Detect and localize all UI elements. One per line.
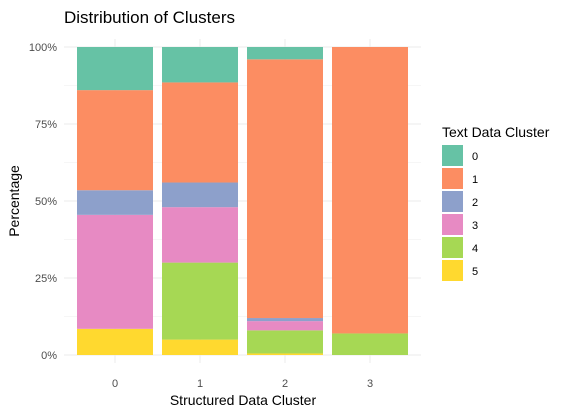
legend-label-1: 1 xyxy=(472,174,478,186)
legend-label-5: 5 xyxy=(472,266,478,278)
y-axis-ticks: 0% 25% 50% 75% 100% xyxy=(29,42,57,362)
legend-label-3: 3 xyxy=(472,220,478,232)
bar-segment-cat0-cluster3 xyxy=(77,214,153,329)
bar-segment-cat0-cluster0 xyxy=(77,47,153,91)
legend-swatch-4 xyxy=(442,237,463,258)
legend-label-2: 2 xyxy=(472,197,478,209)
bar-segment-cat0-cluster2 xyxy=(77,190,153,215)
legend-swatch-2 xyxy=(442,191,463,212)
y-tick-label: 0% xyxy=(41,350,57,362)
x-tick-label: 1 xyxy=(197,378,203,390)
x-axis-title: Structured Data Cluster xyxy=(170,392,317,408)
bar-segment-cat2-cluster0 xyxy=(247,47,323,60)
y-axis-title: Percentage xyxy=(6,165,22,237)
y-tick-label: 25% xyxy=(35,273,57,285)
y-tick-label: 100% xyxy=(29,42,57,54)
x-axis-ticks: 0 1 2 3 xyxy=(112,378,373,390)
bar-segment-cat0-cluster1 xyxy=(77,90,153,191)
legend: Text Data Cluster 0 1 2 3 4 5 xyxy=(442,124,550,281)
bar-segment-cat1-cluster3 xyxy=(162,207,238,263)
x-tick-label: 2 xyxy=(282,378,288,390)
legend-swatch-3 xyxy=(442,214,463,235)
x-tick-label: 3 xyxy=(367,378,373,390)
legend-title: Text Data Cluster xyxy=(442,124,550,140)
legend-swatch-1 xyxy=(442,168,463,189)
legend-label-0: 0 xyxy=(472,151,478,163)
bar-segment-cat2-cluster1 xyxy=(247,59,323,319)
bar-segment-cat2-cluster4 xyxy=(247,330,323,354)
bar-segment-cat1-cluster0 xyxy=(162,47,238,83)
chart-title: Distribution of Clusters xyxy=(64,8,235,27)
bar-segment-cat3-cluster1 xyxy=(332,47,408,334)
legend-label-4: 4 xyxy=(472,243,478,255)
bar-segment-cat1-cluster2 xyxy=(162,182,238,208)
legend-swatch-0 xyxy=(442,145,463,166)
y-tick-label: 50% xyxy=(35,196,57,208)
y-tick-label: 75% xyxy=(35,119,57,131)
x-tick-label: 0 xyxy=(112,378,118,390)
bar-segment-cat1-cluster4 xyxy=(162,262,238,340)
bar-segment-cat0-cluster5 xyxy=(77,328,153,355)
bar-segment-cat2-cluster3 xyxy=(247,321,323,331)
bar-segment-cat3-cluster4 xyxy=(332,333,408,355)
bars xyxy=(77,47,408,355)
bar-segment-cat2-cluster2 xyxy=(247,318,323,322)
bar-segment-cat2-cluster5 xyxy=(247,353,323,355)
bar-segment-cat1-cluster1 xyxy=(162,82,238,183)
bar-segment-cat1-cluster5 xyxy=(162,339,238,355)
legend-swatch-5 xyxy=(442,260,463,281)
